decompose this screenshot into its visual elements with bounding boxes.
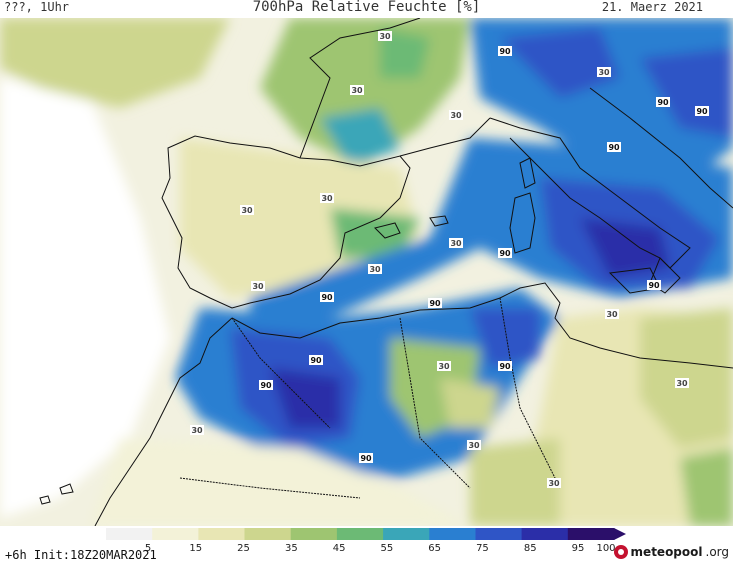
brand-name: meteopool: [630, 545, 703, 559]
svg-text:90: 90: [360, 454, 372, 463]
legend-tick-label: 75: [476, 543, 489, 554]
legend-tick-label: 85: [523, 543, 537, 554]
contour-label-90: 90: [607, 142, 621, 152]
color-legend: [106, 528, 626, 540]
svg-text:30: 30: [606, 310, 618, 319]
header-bar: ???, 1Uhr 700hPa Relative Feuchte [%] 21…: [0, 0, 733, 18]
contour-label-30: 30: [597, 67, 611, 77]
svg-text:30: 30: [191, 426, 203, 435]
svg-text:30: 30: [676, 379, 688, 388]
contour-label-30: 30: [605, 309, 619, 319]
legend-swatch: [475, 528, 523, 540]
svg-text:30: 30: [438, 362, 450, 371]
svg-text:30: 30: [379, 32, 391, 41]
contour-labels: 30 30 30 30 30 30 30 30 30 30 30 30 30 3…: [190, 31, 709, 488]
legend-tick-label: 35: [284, 543, 298, 554]
svg-text:30: 30: [241, 206, 253, 215]
legend-tick-label: 5: [144, 543, 152, 554]
contour-label-90: 90: [647, 280, 661, 290]
svg-text:90: 90: [499, 249, 511, 258]
svg-text:90: 90: [429, 299, 441, 308]
legend-swatch: [152, 528, 199, 540]
run-label: ???, 1Uhr: [4, 0, 70, 14]
legend-swatch: [383, 528, 430, 540]
contour-label-30: 30: [190, 425, 204, 435]
svg-text:90: 90: [657, 98, 669, 107]
contour-label-30: 30: [675, 378, 689, 388]
contour-label-90: 90: [359, 453, 373, 463]
legend-tick-label: 100: [596, 543, 616, 554]
svg-text:30: 30: [351, 86, 363, 95]
legend-arrow: [614, 528, 626, 540]
coastlines: [39, 18, 733, 526]
svg-text:90: 90: [696, 107, 708, 116]
contour-label-30: 30: [449, 110, 463, 120]
svg-text:30: 30: [252, 282, 264, 291]
legend-swatch: [567, 528, 615, 540]
svg-text:30: 30: [450, 239, 462, 248]
svg-text:90: 90: [260, 381, 272, 390]
legend-tick-label: 45: [332, 543, 346, 554]
contour-label-90: 90: [309, 355, 323, 365]
contour-label-30: 30: [547, 478, 561, 488]
contour-label-90: 90: [320, 292, 334, 302]
legend-swatch: [429, 528, 476, 540]
svg-text:90: 90: [310, 356, 322, 365]
contour-label-30: 30: [320, 193, 334, 203]
legend-tick-label: 25: [237, 543, 250, 554]
legend-swatch: [521, 528, 569, 540]
map-title: 700hPa Relative Feuchte [%]: [252, 0, 481, 15]
legend-tick-label: 95: [571, 543, 585, 554]
init-label: +6h Init:18Z20MAR2021: [5, 548, 157, 562]
meteopool-logo-icon: [613, 545, 628, 559]
brand-logo[interactable]: meteopool .org: [613, 545, 730, 559]
svg-text:90: 90: [648, 281, 660, 290]
legend-swatch: [244, 528, 292, 540]
contour-label-30: 30: [437, 361, 451, 371]
humidity-map: 30 30 30 30 30 30 30 30 30 30 30 30 30 3…: [0, 18, 733, 526]
legend-swatch: [336, 528, 384, 540]
contour-label-90: 90: [428, 298, 442, 308]
contour-label-30: 30: [251, 281, 265, 291]
contour-label-30: 30: [368, 264, 382, 274]
contour-label-90: 90: [259, 380, 273, 390]
svg-text:90: 90: [499, 362, 511, 371]
svg-text:90: 90: [608, 143, 620, 152]
contour-label-90: 90: [498, 361, 512, 371]
contour-label-30: 30: [449, 238, 463, 248]
legend-swatch: [106, 528, 153, 540]
contour-label-30: 30: [378, 31, 392, 41]
contour-label-90: 90: [498, 46, 512, 56]
legend-tick-label: 15: [189, 543, 203, 554]
svg-text:30: 30: [369, 265, 381, 274]
valid-date: 21. Maerz 2021: [601, 0, 703, 14]
brand-suffix: .org: [705, 545, 730, 559]
contour-label-90: 90: [656, 97, 670, 107]
svg-text:90: 90: [499, 47, 511, 56]
svg-text:30: 30: [450, 111, 462, 120]
contour-label-90: 90: [498, 248, 512, 258]
legend-swatch: [198, 528, 246, 540]
humidity-field: [0, 18, 733, 526]
contour-label-90: 90: [695, 106, 709, 116]
contour-label-30: 30: [467, 440, 481, 450]
legend-swatch: [290, 528, 338, 540]
contour-label-30: 30: [240, 205, 254, 215]
legend-tick-label: 55: [380, 543, 394, 554]
svg-text:30: 30: [598, 68, 610, 77]
svg-text:90: 90: [321, 293, 333, 302]
svg-text:30: 30: [321, 194, 333, 203]
svg-text:30: 30: [468, 441, 480, 450]
svg-text:30: 30: [548, 479, 560, 488]
contour-label-30: 30: [350, 85, 364, 95]
legend-tick-label: 65: [428, 543, 442, 554]
